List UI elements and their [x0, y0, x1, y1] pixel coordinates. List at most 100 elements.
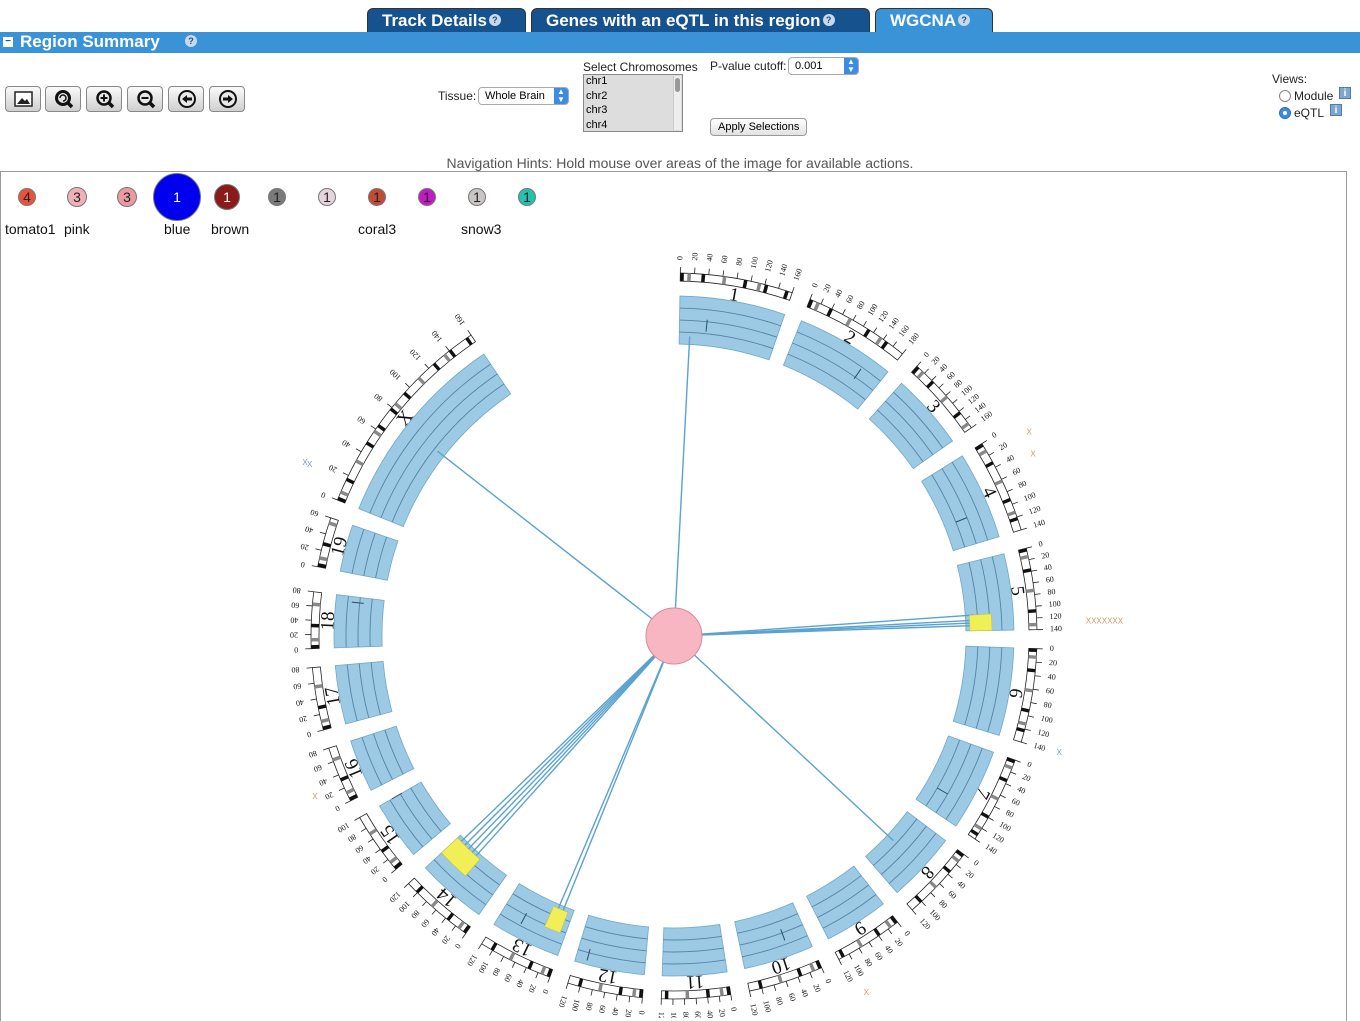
scale-tick — [843, 309, 846, 314]
chromosome-option[interactable]: chr2 — [584, 90, 682, 105]
listbox-scrollbar[interactable] — [673, 76, 681, 130]
scale-tick — [810, 973, 812, 979]
tab-genes-eqtl[interactable]: Genes with an eQTL in this region? — [531, 8, 870, 33]
chromosome-option[interactable]: chr4 — [584, 119, 682, 133]
chromosome-label: 4 — [977, 484, 1000, 502]
help-icon[interactable]: ? — [823, 14, 835, 26]
tab-wgcna[interactable]: WGCNA? — [875, 8, 993, 33]
help-icon[interactable]: ? — [958, 14, 970, 26]
scale-tick-label: 60 — [354, 843, 366, 855]
rotate-left-button[interactable] — [168, 86, 204, 112]
scale-tick — [989, 452, 994, 455]
scale-tick-label: 100 — [866, 302, 880, 317]
eqtl-link[interactable] — [462, 654, 656, 848]
scale-tick — [629, 996, 630, 1002]
eqtl-link[interactable] — [562, 660, 665, 914]
module-center-node[interactable] — [646, 608, 702, 664]
scale-tick — [413, 893, 417, 897]
scale-tick — [312, 566, 318, 567]
apply-selections-button[interactable]: Apply Selections — [710, 118, 807, 136]
scale-tick-label: 120 — [1049, 611, 1061, 621]
eqtl-link[interactable] — [466, 655, 656, 852]
scale-tick — [1033, 689, 1039, 690]
eqtl-link[interactable] — [473, 655, 656, 859]
chromosome-track[interactable] — [335, 661, 392, 724]
scale-tick — [849, 954, 852, 959]
scale-tick-label: 100 — [761, 1000, 773, 1014]
eqtl-highlight[interactable] — [969, 614, 992, 631]
scale-tick-label: 20 — [1049, 658, 1058, 668]
scale-tick-label: 0 — [453, 942, 463, 950]
scale-tick-label: 60 — [1011, 466, 1022, 478]
help-icon[interactable]: ? — [489, 14, 501, 26]
scale-tick — [1031, 570, 1037, 571]
scale-tick-label: 120 — [388, 890, 403, 905]
scale-tick — [709, 269, 710, 275]
scale-tick-label: 120 — [918, 916, 933, 931]
scale-tick-label: 80 — [774, 996, 785, 1006]
tissue-select[interactable]: Whole Brain ▲▼ — [478, 87, 569, 105]
scale-tick — [853, 315, 856, 320]
scale-tick-label: 0 — [637, 1010, 646, 1015]
eqtl-link[interactable] — [469, 655, 656, 855]
scale-tick-label: 80 — [855, 299, 867, 310]
scale-tick-label: 60 — [1010, 796, 1021, 808]
scale-tick — [1015, 760, 1021, 762]
scale-tick — [897, 922, 901, 927]
collapse-icon[interactable]: − — [3, 37, 13, 47]
scale-tick — [917, 362, 921, 366]
scale-tick-label: 80 — [346, 832, 358, 844]
chromosome-label: 5 — [1006, 585, 1028, 597]
scale-tick-label: 0 — [306, 730, 312, 740]
scale-tick — [578, 987, 580, 993]
chromosome-track[interactable] — [679, 296, 785, 360]
scale-tick — [879, 936, 882, 941]
ideogram-band — [1028, 609, 1036, 613]
chromosome-track[interactable] — [662, 924, 727, 976]
scale-tick-label: 80 — [734, 257, 744, 266]
chromosome-option[interactable]: chr1 — [584, 75, 682, 90]
chromosome-listbox[interactable]: chr1 chr2 chr3 chr4 — [583, 74, 683, 132]
rotate-right-button[interactable] — [209, 86, 245, 112]
scale-tick — [368, 839, 373, 842]
module-radio[interactable] — [1279, 90, 1291, 102]
chromosome-track[interactable] — [807, 866, 884, 939]
scale-tick-label: 0 — [922, 350, 931, 359]
scale-tick-label: 160 — [453, 312, 467, 327]
reset-zoom-button[interactable] — [45, 86, 81, 112]
zoom-in-button[interactable] — [86, 86, 122, 112]
scale-tick — [956, 864, 961, 868]
navigation-hints: Navigation Hints: Hold mouse over areas … — [0, 155, 1360, 171]
ideogram-band — [701, 274, 705, 282]
scale-tick-label: 40 — [341, 438, 352, 450]
scale-tick — [893, 342, 897, 347]
scale-tick — [737, 273, 738, 279]
chromosome-track[interactable] — [953, 646, 1014, 735]
scale-tick — [1031, 703, 1037, 704]
scale-tick — [786, 981, 788, 987]
zoom-out-button[interactable] — [127, 86, 163, 112]
eqtl-radio[interactable] — [1279, 107, 1291, 119]
eqtl-link[interactable] — [693, 654, 893, 841]
chromosome-option[interactable]: chr3 — [584, 104, 682, 119]
chromosome-track[interactable] — [359, 354, 511, 526]
scale-tick-label: 100 — [998, 820, 1013, 834]
reset-zoom-icon — [53, 89, 75, 109]
tab-track-details[interactable]: Track Details? — [367, 8, 526, 33]
image-button[interactable] — [5, 86, 41, 112]
info-icon[interactable]: i — [1339, 87, 1351, 99]
eqtl-link[interactable] — [675, 336, 689, 610]
eqtl-link[interactable] — [438, 451, 654, 620]
scale-tick — [863, 321, 866, 326]
info-icon[interactable]: i — [1330, 104, 1342, 116]
rotate-right-icon — [217, 89, 239, 109]
scale-tick — [566, 983, 568, 989]
help-icon[interactable]: ? — [185, 35, 197, 47]
scale-tick — [1026, 547, 1032, 548]
scale-tick — [333, 775, 339, 777]
scale-tick-label: 80 — [862, 957, 874, 968]
scale-tick — [591, 990, 592, 996]
scale-tick — [512, 962, 515, 967]
pvalue-select[interactable]: 0.001 ▲▼ — [788, 57, 859, 75]
